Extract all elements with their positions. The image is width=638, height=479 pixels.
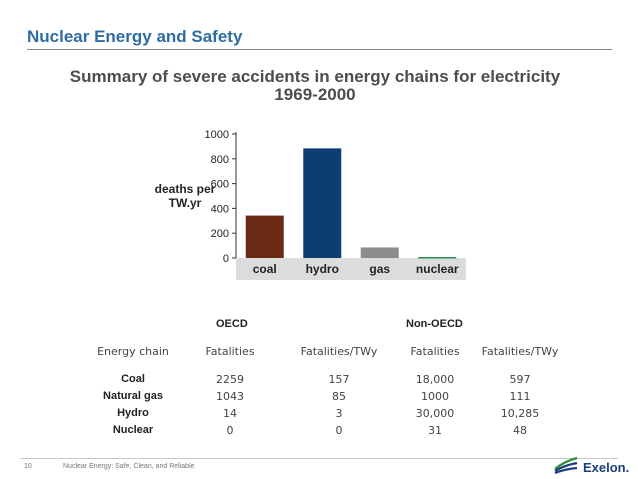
chart-axes <box>232 132 466 280</box>
footer-text: Nuclear Energy: Safe, Clean, and Reliabl… <box>63 463 195 470</box>
table-group-oecd: OECD <box>216 318 248 330</box>
table-cell: 1000 <box>421 390 449 403</box>
y-tick-label: 1000 <box>205 129 229 141</box>
table-cell: 2259 <box>216 373 244 386</box>
subtitle-line-2: 1969-2000 <box>274 85 356 104</box>
bar-gas <box>360 247 399 258</box>
table-group-non-oecd: Non-OECD <box>406 318 463 330</box>
category-label: gas <box>369 262 390 276</box>
bar-nuclear <box>418 257 457 259</box>
table-cell: 0 <box>335 424 343 437</box>
y-tick-label: 600 <box>211 179 229 191</box>
bar-hydro <box>303 148 342 258</box>
slide-subtitle: Summary of severe accidents in energy ch… <box>20 68 610 104</box>
category-label: coal <box>253 262 277 276</box>
exelon-logo-icon <box>554 456 578 475</box>
table-cell: 14 <box>223 407 237 420</box>
table-header-cell: Fatalities/TWy <box>481 345 559 358</box>
table-cell: 111 <box>509 390 531 403</box>
table-cell: 85 <box>332 390 346 403</box>
slide-title: Nuclear Energy and Safety <box>27 27 243 46</box>
category-label: hydro <box>306 262 339 276</box>
table-header-cell: Energy chain <box>97 345 169 358</box>
table-header-cell: Fatalities <box>410 345 460 358</box>
table-cell: 157 <box>328 373 350 386</box>
table-cell: 3 <box>335 407 343 420</box>
table-cell: 1043 <box>216 390 244 403</box>
table-row-label: Hydro <box>117 407 149 419</box>
footer-divider <box>20 458 618 459</box>
table-cell: 18,000 <box>415 373 455 386</box>
y-tick-label: 400 <box>211 203 229 215</box>
exelon-logo-text: Exelon. <box>583 460 630 475</box>
y-axis-label-line-2: TW.yr <box>169 196 202 210</box>
bar-coal <box>245 215 284 258</box>
table-cell: 0 <box>226 424 234 437</box>
title-divider <box>27 49 612 50</box>
y-tick-label: 200 <box>211 228 229 240</box>
table-cell: 10,285 <box>500 407 540 420</box>
category-label: nuclear <box>416 262 459 276</box>
table-row-label: Nuclear <box>112 424 154 436</box>
page-number: 10 <box>24 463 32 470</box>
y-tick-label: 800 <box>211 154 229 166</box>
table-cell: 48 <box>513 424 527 437</box>
category-axis-band <box>236 258 466 280</box>
chart-bars <box>245 148 457 259</box>
subtitle-line-1: Summary of severe accidents in energy ch… <box>69 67 561 86</box>
table-row-label: Natural gas <box>103 390 163 402</box>
table-cell: 31 <box>428 424 442 437</box>
table-header-cell: Fatalities <box>205 345 255 358</box>
table-cell: 30,000 <box>415 407 455 420</box>
y-axis-label-line-1: deaths per <box>155 182 216 196</box>
table-row-label: Coal <box>121 373 145 385</box>
table-header-cell: Fatalities/TWy <box>300 345 378 358</box>
y-tick-label: 0 <box>223 253 229 265</box>
table-cell: 597 <box>509 373 531 386</box>
